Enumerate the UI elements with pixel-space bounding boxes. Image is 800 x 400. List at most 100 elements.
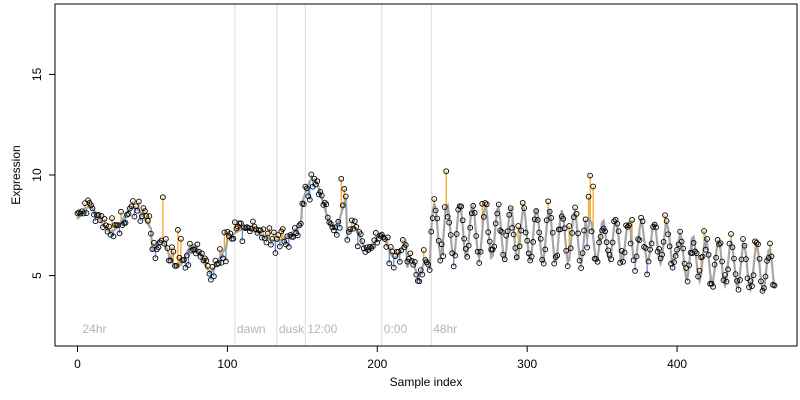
data-point	[432, 207, 439, 214]
annotation-label-1: dawn	[237, 322, 266, 336]
data-point	[546, 208, 553, 215]
data-point	[480, 214, 487, 220]
data-point	[656, 246, 662, 252]
data-point	[196, 248, 202, 255]
data-point	[537, 235, 544, 242]
data-point	[314, 178, 321, 185]
data-point	[359, 238, 366, 244]
data-point	[384, 234, 391, 241]
data-point	[543, 217, 550, 224]
data-point	[259, 234, 265, 241]
data-point	[300, 201, 307, 207]
data-point	[693, 250, 700, 257]
data-point	[576, 257, 583, 264]
data-point	[104, 228, 111, 235]
y-tick-label-2: 15	[30, 67, 44, 81]
data-point	[513, 254, 520, 261]
data-point	[677, 228, 683, 235]
data-point	[285, 244, 292, 250]
data-point	[125, 210, 132, 217]
data-point	[663, 218, 670, 224]
data-point	[455, 206, 462, 213]
data-point	[497, 227, 504, 234]
data-point	[211, 273, 217, 280]
data-point	[242, 225, 249, 231]
data-point	[728, 231, 734, 237]
data-point	[528, 253, 535, 260]
data-point	[398, 247, 405, 254]
data-point	[396, 258, 403, 265]
data-point	[98, 213, 105, 219]
annotation-label-0: 24hr	[82, 322, 106, 336]
data-point	[351, 218, 358, 225]
data-point	[716, 241, 722, 248]
data-point	[758, 278, 764, 285]
data-point	[731, 255, 737, 262]
data-point	[368, 245, 375, 251]
data-point	[534, 217, 541, 223]
data-point	[185, 262, 192, 268]
data-point	[326, 219, 333, 226]
data-point	[588, 228, 595, 235]
data-point	[705, 251, 712, 258]
data-point	[723, 278, 730, 285]
data-point	[377, 232, 384, 239]
data-point	[651, 221, 658, 228]
data-point	[692, 248, 698, 255]
data-point	[160, 194, 166, 201]
data-point	[101, 215, 108, 222]
data-point	[704, 236, 710, 242]
data-point	[741, 242, 748, 249]
data-point	[89, 205, 96, 212]
data-point	[683, 265, 689, 271]
data-point	[221, 229, 228, 236]
data-point	[699, 253, 706, 260]
data-point	[336, 224, 343, 231]
annotation-label-3: 12:00	[307, 322, 337, 336]
data-point	[765, 255, 772, 261]
data-point	[509, 224, 516, 231]
data-point	[585, 193, 592, 200]
data-point	[521, 205, 528, 211]
data-point	[561, 225, 568, 232]
data-point	[318, 192, 325, 199]
data-point	[600, 225, 607, 232]
annotation-label-5: 48hr	[433, 322, 457, 336]
data-point	[338, 175, 345, 182]
data-point	[633, 253, 640, 260]
data-point	[746, 284, 752, 290]
data-point	[702, 246, 709, 253]
data-point	[615, 228, 622, 235]
data-point	[347, 226, 354, 233]
data-point	[732, 271, 739, 277]
data-point	[725, 266, 731, 273]
data-point	[312, 181, 319, 188]
data-point	[420, 247, 427, 253]
data-point	[549, 229, 556, 236]
data-point	[671, 259, 677, 265]
data-point	[624, 224, 631, 230]
data-point	[674, 246, 680, 253]
data-point	[452, 252, 459, 259]
data-point	[170, 248, 177, 255]
data-point	[458, 203, 465, 210]
data-point	[468, 210, 475, 217]
data-point	[504, 228, 511, 235]
data-point	[302, 183, 309, 190]
data-point	[713, 254, 719, 261]
data-point	[524, 237, 531, 244]
data-point	[573, 210, 580, 217]
data-point	[276, 243, 283, 250]
data-point	[647, 246, 653, 253]
data-point	[357, 231, 364, 237]
data-point	[425, 261, 432, 268]
data-point	[729, 244, 736, 251]
data-point	[567, 245, 574, 252]
data-point	[217, 246, 223, 252]
data-point	[272, 250, 279, 256]
data-point	[581, 227, 587, 234]
data-point	[635, 236, 641, 242]
data-point	[227, 230, 234, 237]
data-point	[740, 236, 746, 242]
data-point	[501, 256, 508, 263]
